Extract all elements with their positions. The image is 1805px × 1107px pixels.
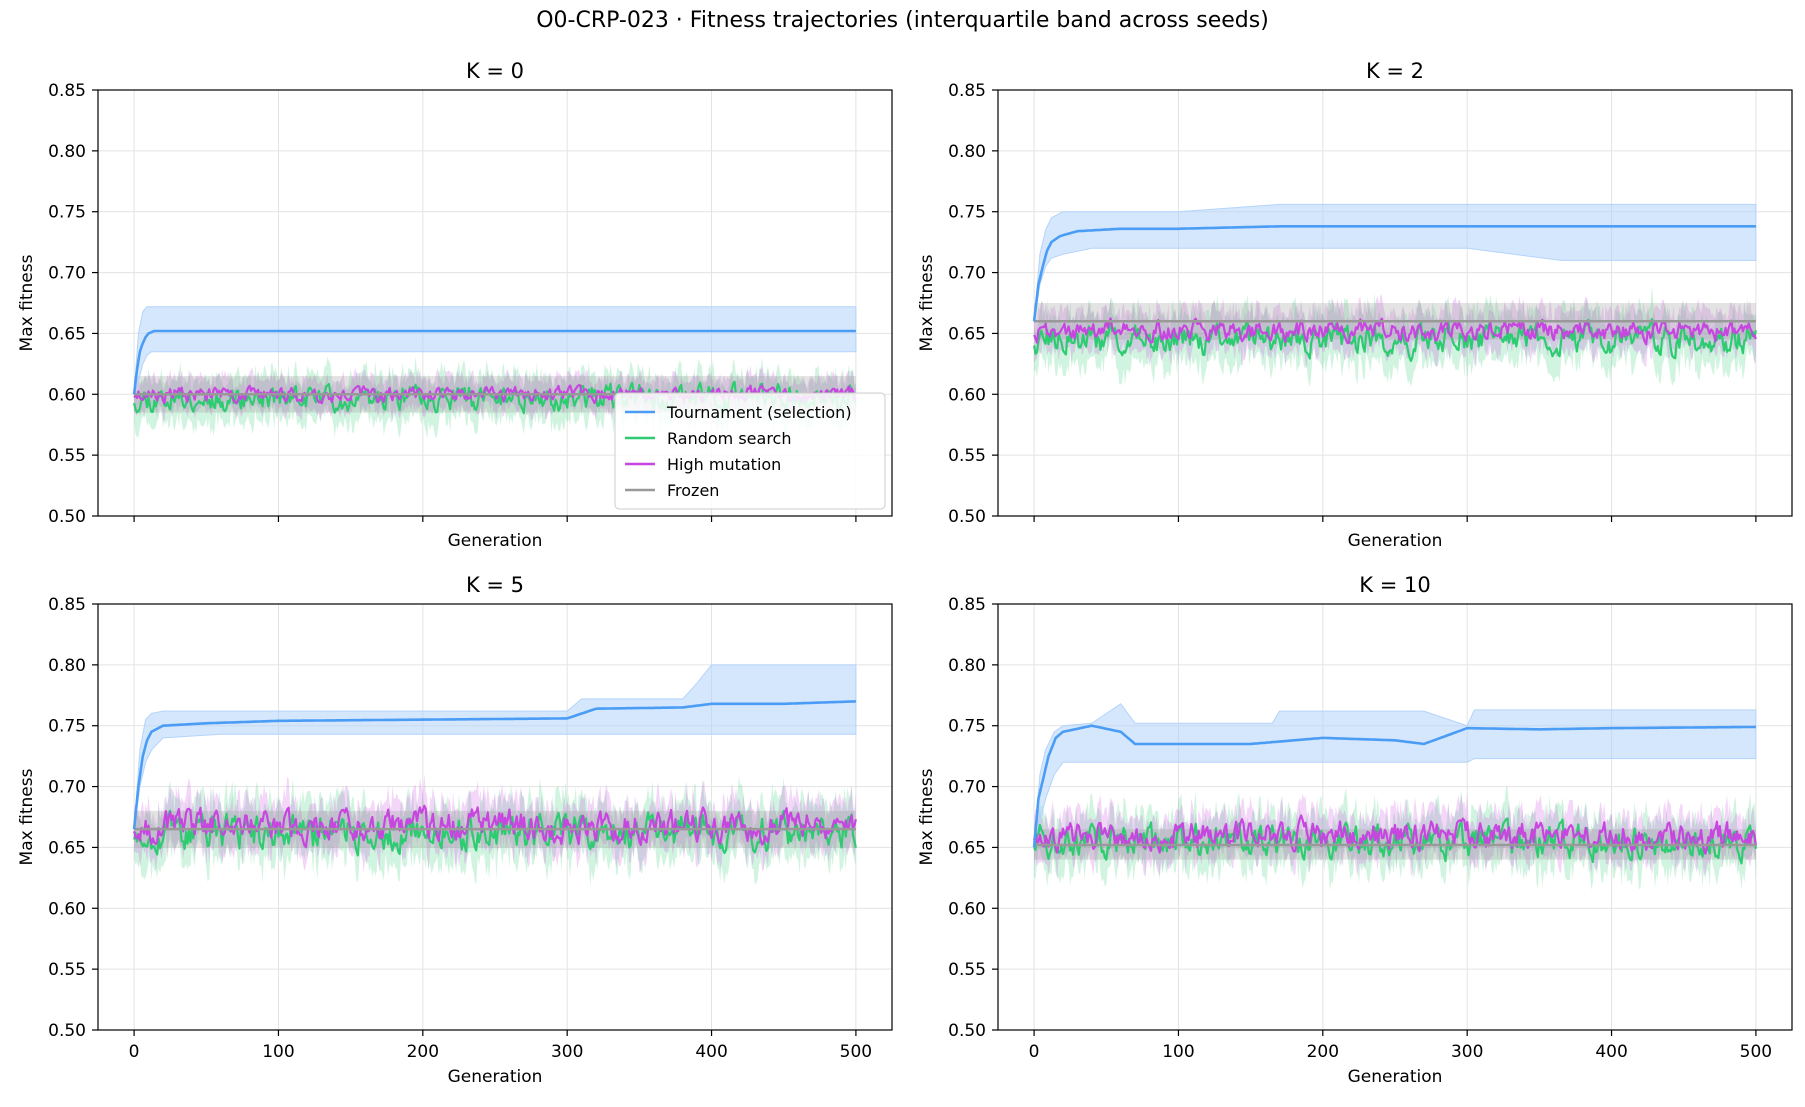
y-axis-label: Max fitness [17, 768, 37, 865]
x-axis-label: Generation [1348, 531, 1443, 551]
axes-frame [997, 89, 1793, 517]
y-tick-label: 0.70 [948, 264, 986, 284]
chart-panel-0: 0.50 0.55 0.60 0.65 0.70 0.75 0.80 0.85 K = 0 Gen… [17, 59, 893, 551]
series-line-tournament [1032, 724, 1756, 848]
band-tournament [1033, 203, 1757, 322]
axes-frame [97, 89, 893, 517]
y-tick-label: 0.80 [948, 656, 986, 676]
band-tournament [1033, 703, 1757, 848]
y-tick-label: 0.85 [48, 81, 86, 101]
y-tick-label: 0.60 [48, 385, 86, 405]
x-tick-label: 500 [840, 1042, 872, 1062]
series-line-tournament [132, 700, 856, 830]
panel-title: K = 10 [1359, 573, 1430, 597]
panel-title: K = 2 [1366, 59, 1424, 83]
series-line-tournament [1032, 225, 1756, 322]
y-tick-label: 0.80 [48, 142, 86, 162]
y-tick-label: 0.55 [48, 446, 86, 466]
y-tick-label: 0.75 [948, 203, 986, 223]
legend-label: Random search [667, 429, 791, 448]
figure-title: O0-CRP-023 · Fitness trajectories (inter… [536, 8, 1269, 33]
y-axis-label: Max fitness [917, 254, 937, 351]
y-tick-label: 0.70 [48, 264, 86, 284]
series-line-high-mutation [1033, 814, 1757, 855]
x-axis-label: Generation [448, 1067, 543, 1087]
x-tick-label: 100 [262, 1042, 294, 1062]
x-tick-label: 200 [1307, 1042, 1339, 1062]
y-tick-label: 0.65 [48, 324, 86, 344]
axes-frame [997, 603, 1793, 1031]
x-axis-label: Generation [1348, 1067, 1443, 1087]
x-tick-label: 0 [1029, 1042, 1040, 1062]
band-tournament [133, 306, 857, 395]
x-tick-label: 400 [1595, 1042, 1627, 1062]
series-line-tournament [132, 329, 856, 395]
legend-label: Frozen [667, 481, 719, 500]
y-tick-label: 0.85 [948, 595, 986, 615]
y-axis-label: Max fitness [17, 254, 37, 351]
chart-panel-3: 0.50 0.55 0.60 0.65 0.70 0.75 0.80 0.85 0 100 200 3… [917, 573, 1793, 1087]
x-tick-label: 300 [1451, 1042, 1483, 1062]
plot-area [1032, 703, 1757, 891]
panel-title: K = 5 [466, 573, 524, 597]
chart-panel-1: 0.50 0.55 0.60 0.65 0.70 0.75 0.80 0.85 K = 2 Gen… [917, 59, 1793, 551]
x-tick-label: 0 [129, 1042, 140, 1062]
legend-label: Tournament (selection) [666, 403, 852, 422]
y-tick-label: 0.75 [948, 717, 986, 737]
plot-area [132, 306, 857, 440]
y-tick-label: 0.70 [48, 778, 86, 798]
y-tick-label: 0.80 [948, 142, 986, 162]
chart-panel-2: 0.50 0.55 0.60 0.65 0.70 0.75 0.80 0.85 0 100 200 3… [17, 573, 893, 1087]
series-line-random-search [133, 380, 857, 415]
axes-frame [97, 603, 893, 1031]
series-line-high-mutation [133, 804, 857, 849]
band-random-search [1034, 285, 1756, 387]
y-tick-label: 0.85 [948, 81, 986, 101]
y-tick-label: 0.60 [948, 899, 986, 919]
y-tick-label: 0.60 [948, 385, 986, 405]
legend-box [614, 392, 886, 510]
x-tick-label: 300 [551, 1042, 583, 1062]
y-tick-label: 0.65 [948, 838, 986, 858]
y-tick-label: 0.50 [948, 1021, 986, 1041]
y-tick-label: 0.50 [48, 507, 86, 527]
x-tick-label: 200 [407, 1042, 439, 1062]
plot-area [132, 664, 857, 887]
y-tick-label: 0.50 [948, 507, 986, 527]
y-tick-label: 0.65 [48, 838, 86, 858]
y-tick-label: 0.55 [948, 960, 986, 980]
y-tick-label: 0.60 [48, 899, 86, 919]
x-tick-label: 500 [1740, 1042, 1772, 1062]
plot-area [1032, 203, 1757, 387]
band-tournament [133, 664, 857, 830]
legend: Tournament (selection) Random search High … [614, 392, 886, 510]
y-tick-label: 0.85 [48, 595, 86, 615]
x-tick-label: 400 [695, 1042, 727, 1062]
y-tick-label: 0.55 [48, 960, 86, 980]
y-tick-label: 0.75 [48, 717, 86, 737]
y-tick-label: 0.70 [948, 778, 986, 798]
legend-label: High mutation [667, 455, 781, 474]
x-axis-label: Generation [448, 531, 543, 551]
series-line-high-mutation [1033, 317, 1757, 346]
y-tick-label: 0.65 [948, 324, 986, 344]
y-tick-label: 0.55 [948, 446, 986, 466]
y-axis-label: Max fitness [917, 768, 937, 865]
y-tick-label: 0.80 [48, 656, 86, 676]
panel-title: K = 0 [466, 59, 524, 83]
x-tick-label: 100 [1162, 1042, 1194, 1062]
y-tick-label: 0.50 [48, 1021, 86, 1041]
y-tick-label: 0.75 [48, 203, 86, 223]
